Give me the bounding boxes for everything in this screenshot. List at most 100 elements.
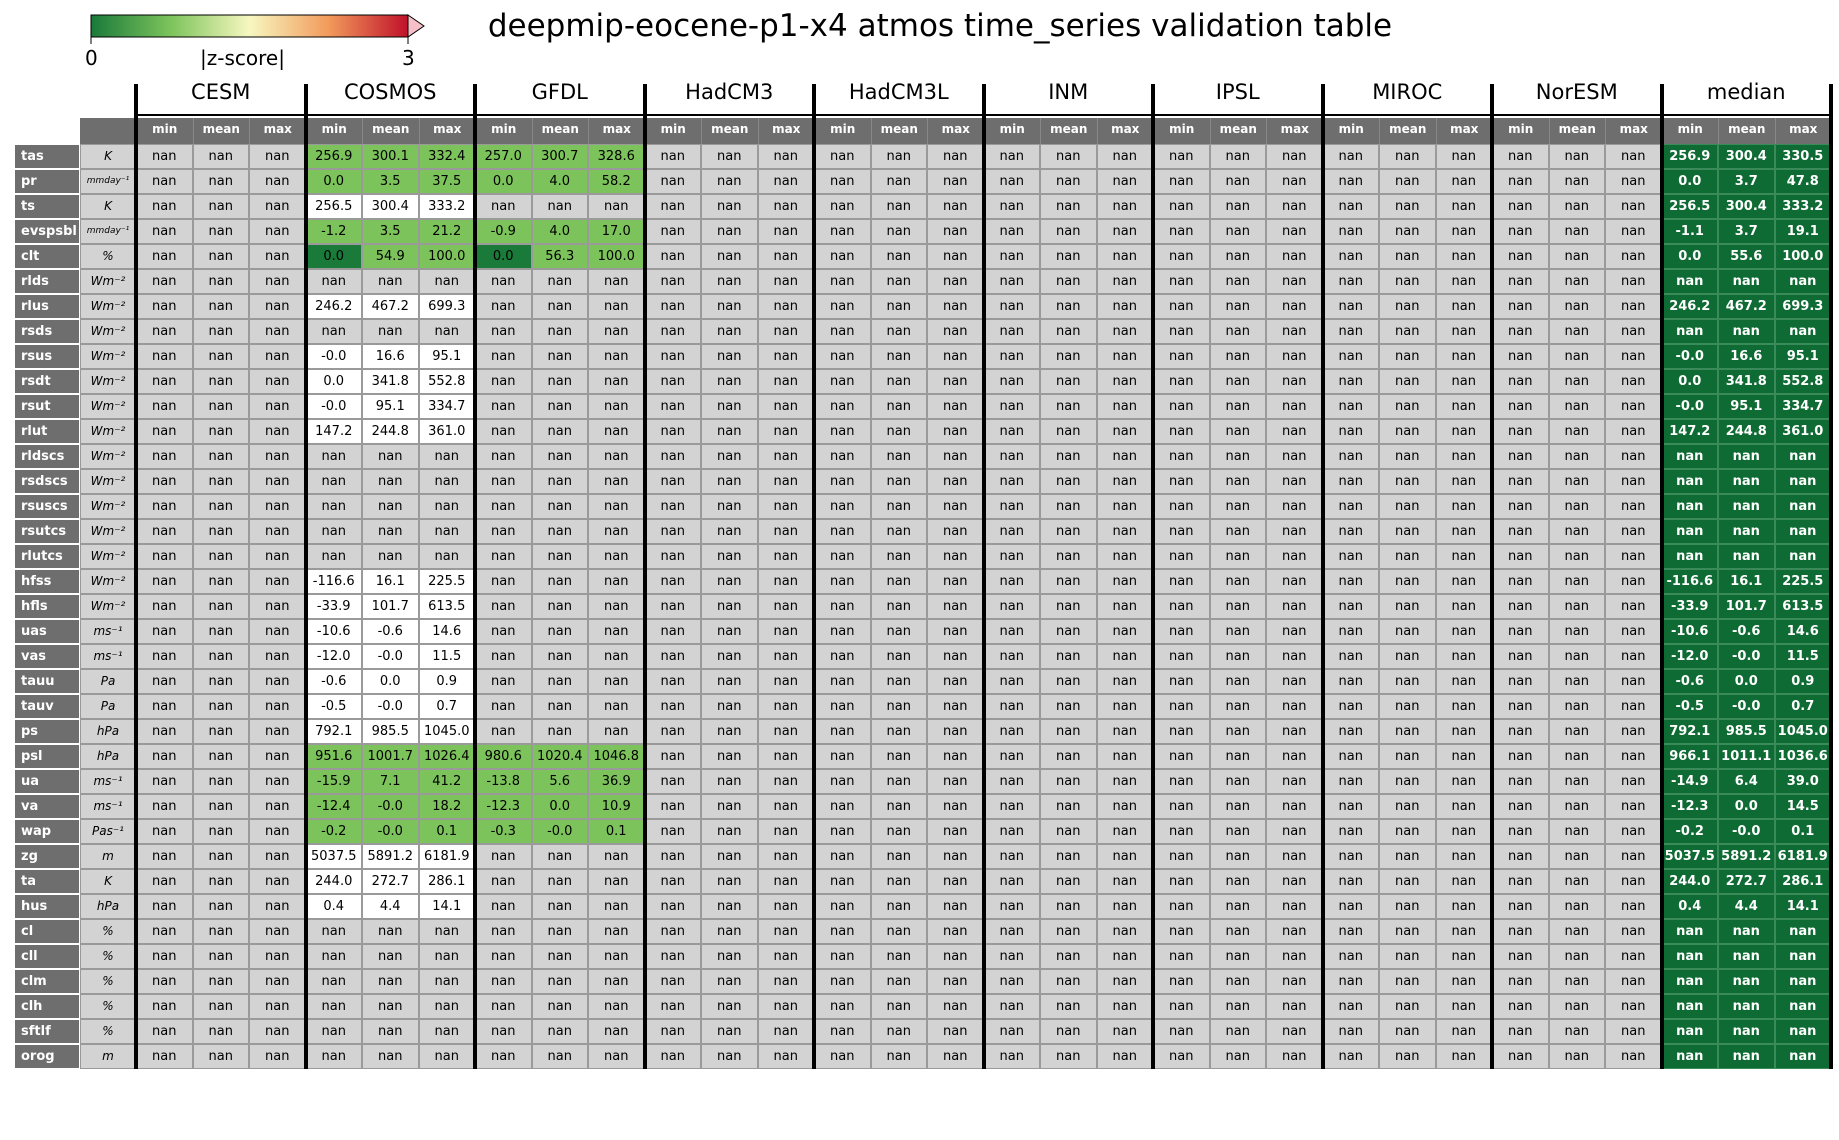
table-cell: nan <box>1040 594 1097 619</box>
table-cell: nan <box>192 594 249 619</box>
table-cell: nan <box>1096 144 1153 169</box>
table-cell: nan <box>1266 844 1323 869</box>
variable-name: tauu <box>14 669 80 694</box>
table-cell: 330.5 <box>1774 144 1831 169</box>
table-cell: nan <box>1605 944 1662 969</box>
table-cell: nan <box>1379 994 1436 1019</box>
table-cell: 0.0 <box>1661 244 1718 269</box>
table-cell: nan <box>1322 344 1379 369</box>
table-cell: nan <box>644 544 701 569</box>
table-cell: nan <box>1435 494 1492 519</box>
table-cell: nan <box>1266 294 1323 319</box>
table-cell: nan <box>757 344 814 369</box>
variable-name: clh <box>14 994 80 1019</box>
table-cell: nan <box>1040 144 1097 169</box>
table-cell: nan <box>1040 469 1097 494</box>
table-cell: 256.9 <box>1661 144 1718 169</box>
table-cell: nan <box>249 994 306 1019</box>
variable-unit: Wm⁻² <box>80 469 136 494</box>
table-cell: nan <box>1379 419 1436 444</box>
table-cell: nan <box>1492 394 1549 419</box>
table-cell: nan <box>1209 769 1266 794</box>
table-cell: nan <box>1266 394 1323 419</box>
variable-name: psl <box>14 744 80 769</box>
table-cell: nan <box>475 869 532 894</box>
colorbar-min-label: 0 <box>85 46 98 70</box>
table-cell: nan <box>1605 819 1662 844</box>
table-cell: -0.0 <box>1718 819 1775 844</box>
table-cell: nan <box>588 619 645 644</box>
table-cell: nan <box>192 769 249 794</box>
stat-header-max: max <box>249 118 306 144</box>
table-cell: nan <box>1548 544 1605 569</box>
table-cell: nan <box>1492 894 1549 919</box>
table-cell: nan <box>1718 969 1775 994</box>
table-cell: nan <box>1548 619 1605 644</box>
table-cell: nan <box>644 994 701 1019</box>
table-cell: nan <box>1661 919 1718 944</box>
table-cell: nan <box>1548 844 1605 869</box>
table-cell: nan <box>1322 744 1379 769</box>
table-cell: nan <box>1096 919 1153 944</box>
table-cell: nan <box>1435 294 1492 319</box>
table-cell: nan <box>249 494 306 519</box>
table-cell: nan <box>927 894 984 919</box>
table-cell: nan <box>588 544 645 569</box>
table-cell: nan <box>644 644 701 669</box>
table-cell: nan <box>588 719 645 744</box>
table-cell: nan <box>1492 319 1549 344</box>
table-cell: 5.6 <box>531 769 588 794</box>
table-cell: nan <box>701 544 758 569</box>
table-cell: nan <box>983 419 1040 444</box>
table-cell: nan <box>1096 344 1153 369</box>
table-cell: nan <box>1153 1019 1210 1044</box>
table-cell: nan <box>305 519 362 544</box>
table-cell: nan <box>870 319 927 344</box>
table-cell: nan <box>1492 969 1549 994</box>
table-cell: nan <box>192 619 249 644</box>
variable-unit: ms⁻¹ <box>80 769 136 794</box>
model-header-underline <box>985 114 1153 116</box>
table-cell: nan <box>1096 244 1153 269</box>
table-cell: nan <box>1040 869 1097 894</box>
table-cell: nan <box>927 619 984 644</box>
table-cell: nan <box>983 294 1040 319</box>
table-cell: 225.5 <box>418 569 475 594</box>
table-cell: nan <box>983 444 1040 469</box>
model-header-hadcm3: HadCM3 <box>685 80 774 104</box>
table-cell: nan <box>1435 469 1492 494</box>
table-cell: nan <box>249 719 306 744</box>
table-cell: nan <box>1435 169 1492 194</box>
table-cell: 0.0 <box>1718 669 1775 694</box>
table-cell: 0.0 <box>475 169 532 194</box>
table-cell: nan <box>136 619 193 644</box>
table-cell: nan <box>1322 419 1379 444</box>
table-cell: nan <box>1266 669 1323 694</box>
table-cell: nan <box>1774 544 1831 569</box>
model-header-cesm: CESM <box>191 80 251 104</box>
table-cell: nan <box>136 594 193 619</box>
table-cell: 0.0 <box>531 794 588 819</box>
table-cell: nan <box>927 919 984 944</box>
table-cell: -0.0 <box>1661 344 1718 369</box>
variable-unit: K <box>80 194 136 219</box>
table-cell: nan <box>757 744 814 769</box>
table-cell: 1045.0 <box>1774 719 1831 744</box>
table-cell: 19.1 <box>1774 219 1831 244</box>
table-cell: nan <box>305 994 362 1019</box>
table-right-border <box>1829 84 1833 1069</box>
variable-name: rsut <box>14 394 80 419</box>
table-cell: nan <box>757 369 814 394</box>
table-cell: nan <box>136 644 193 669</box>
table-cell: nan <box>1096 369 1153 394</box>
table-cell: nan <box>1096 569 1153 594</box>
table-cell: nan <box>644 944 701 969</box>
table-cell: nan <box>870 869 927 894</box>
table-cell: nan <box>1435 144 1492 169</box>
table-cell: nan <box>249 444 306 469</box>
table-cell: 0.9 <box>418 669 475 694</box>
table-cell: nan <box>870 944 927 969</box>
table-cell: nan <box>1209 294 1266 319</box>
table-cell: nan <box>1605 419 1662 444</box>
table-cell: nan <box>1718 444 1775 469</box>
